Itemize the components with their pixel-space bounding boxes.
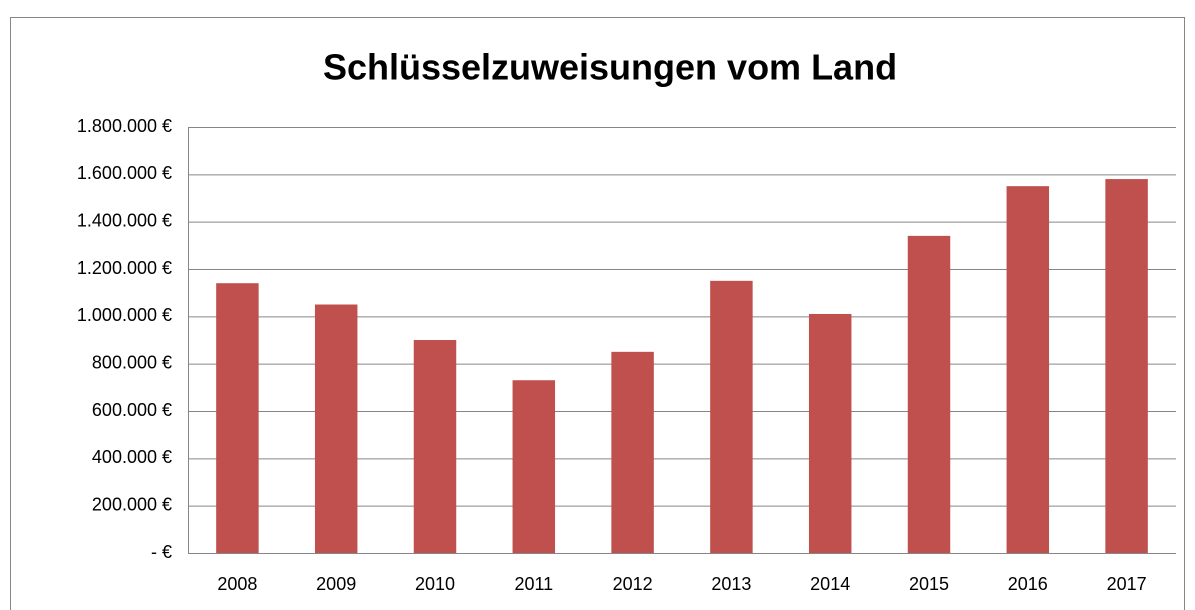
bar: [710, 280, 753, 553]
x-tick-label: 2008: [217, 574, 257, 594]
y-tick-label: 1.600.000 €: [77, 163, 172, 183]
x-tick-label: 2017: [1107, 574, 1147, 594]
bar: [413, 340, 457, 553]
x-tick-label: 2015: [909, 574, 949, 594]
bar: [216, 283, 259, 553]
x-tick-label: 2013: [711, 574, 751, 594]
bar: [907, 235, 951, 553]
y-tick-label: 600.000 €: [92, 400, 172, 420]
bar: [611, 351, 654, 553]
chart-title: Schlüsselzuweisungen vom Land: [323, 47, 897, 88]
bar: [1105, 179, 1148, 554]
y-tick-label: 1.200.000 €: [77, 258, 172, 278]
x-tick-label: 2014: [810, 574, 850, 594]
bar: [314, 304, 358, 553]
bar: [808, 313, 852, 553]
y-tick-label: 1.800.000 €: [77, 116, 172, 136]
y-tick-label: 1.400.000 €: [77, 210, 172, 230]
x-tick-label: 2010: [415, 574, 455, 594]
x-tick-label: 2016: [1008, 574, 1048, 594]
chart-frame: [10, 17, 1185, 610]
y-tick-label: 800.000 €: [92, 352, 172, 372]
bar: [1006, 186, 1050, 553]
y-tick-label: 400.000 €: [92, 447, 172, 467]
bar: [512, 380, 556, 553]
x-tick-label: 2012: [613, 574, 653, 594]
x-tick-label: 2011: [514, 574, 553, 594]
y-tick-label: 200.000 €: [92, 494, 172, 514]
y-tick-label: - €: [151, 542, 172, 562]
x-tick-label: 2009: [316, 574, 356, 594]
y-tick-label: 1.000.000 €: [77, 305, 172, 325]
